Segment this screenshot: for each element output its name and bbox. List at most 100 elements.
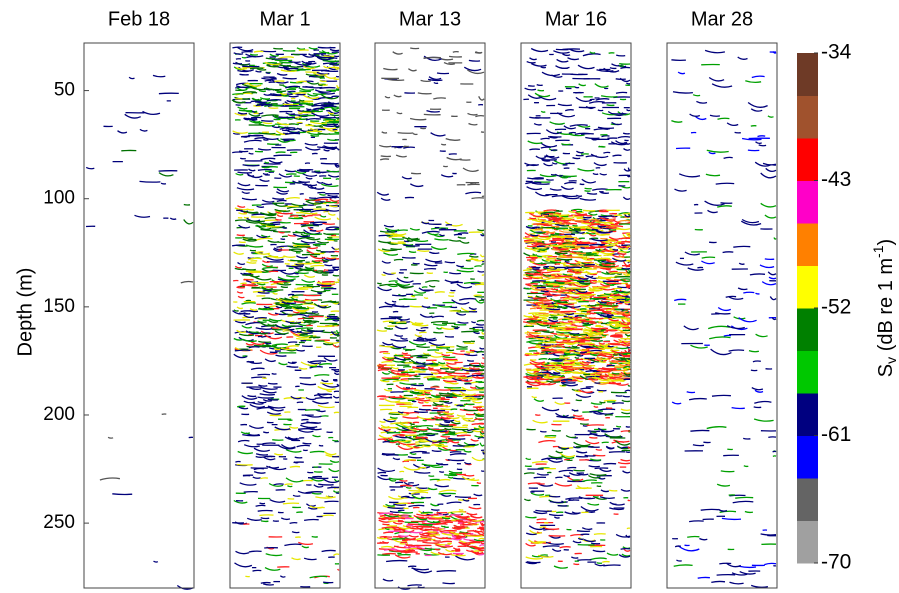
echo-trace — [248, 396, 257, 397]
echo-trace — [279, 117, 296, 118]
echo-trace — [530, 267, 540, 268]
echo-trace — [532, 396, 537, 397]
echo-trace — [594, 129, 608, 130]
echo-trace — [708, 326, 730, 328]
echo-trace — [755, 390, 763, 392]
echo-trace — [607, 553, 618, 555]
echo-trace — [326, 229, 337, 230]
echo-trace — [626, 452, 630, 453]
echo-trace — [754, 419, 774, 421]
echo-trace — [583, 210, 595, 211]
echo-trace — [304, 558, 317, 559]
echo-trace — [554, 566, 568, 568]
echo-trace — [297, 48, 305, 49]
panel-frame — [667, 43, 777, 588]
echo-trace — [268, 399, 278, 400]
echo-trace — [482, 523, 484, 525]
echo-trace — [460, 241, 469, 243]
echo-trace — [562, 366, 573, 367]
panel-title: Mar 13 — [399, 8, 461, 30]
echo-trace — [556, 365, 562, 366]
echo-trace — [603, 152, 610, 153]
echo-trace — [422, 306, 430, 307]
echo-trace — [407, 407, 418, 408]
echo-trace — [615, 309, 621, 310]
echo-trace — [447, 158, 462, 160]
echo-trace — [463, 168, 479, 171]
label-close: ) — [875, 239, 897, 246]
echo-trace — [621, 431, 630, 432]
echo-trace — [619, 65, 624, 66]
echo-trace — [621, 489, 630, 491]
echo-trace — [562, 382, 575, 383]
echo-trace — [538, 441, 555, 443]
echo-trace — [249, 426, 263, 429]
echo-trace — [246, 343, 254, 345]
echo-trace — [609, 323, 619, 324]
echo-trace — [306, 131, 322, 132]
echo-trace — [408, 585, 422, 586]
echo-trace — [319, 364, 332, 365]
echo-trace — [574, 442, 591, 445]
echo-trace — [232, 94, 243, 95]
echo-trace — [281, 518, 290, 520]
echo-trace — [456, 556, 475, 560]
echo-trace — [622, 187, 630, 188]
echo-trace — [322, 550, 336, 551]
echo-trace — [601, 96, 617, 97]
echo-trace — [275, 60, 293, 61]
echo-trace — [440, 541, 452, 542]
echo-trace — [265, 162, 269, 163]
echo-trace — [240, 283, 246, 284]
echo-trace — [422, 287, 427, 288]
echo-trace — [384, 328, 390, 329]
echo-trace — [598, 110, 603, 111]
echo-trace — [383, 253, 398, 256]
echo-trace — [530, 262, 534, 263]
echo-trace — [337, 340, 340, 341]
echo-trace — [569, 132, 576, 133]
echo-trace — [409, 550, 414, 551]
echo-trace — [745, 81, 761, 83]
echo-trace — [464, 462, 471, 463]
echo-trace — [334, 391, 339, 392]
echo-trace — [748, 103, 768, 108]
echo-trace — [595, 84, 609, 88]
echo-trace — [481, 471, 484, 472]
echo-trace — [709, 152, 716, 153]
echo-trace — [272, 198, 284, 199]
echo-trace — [465, 192, 481, 194]
label-text: (dB re 1 m — [875, 258, 897, 357]
echo-trace — [464, 354, 477, 355]
echo-trace — [333, 275, 339, 276]
echo-trace — [555, 477, 562, 478]
echo-trace — [591, 328, 600, 329]
echo-trace — [742, 220, 759, 223]
echo-trace — [410, 423, 415, 424]
echo-trace — [262, 200, 274, 202]
colorbar-tick-label: -52 — [821, 296, 851, 319]
echo-trace — [565, 110, 574, 111]
echo-trace — [276, 304, 290, 305]
echo-trace — [628, 168, 630, 171]
echo-trace — [240, 483, 257, 485]
echo-trace — [578, 255, 583, 256]
echo-trace — [410, 453, 417, 455]
echo-trace — [526, 557, 543, 559]
echo-trace — [575, 357, 579, 358]
echo-trace — [235, 563, 252, 567]
echo-trace — [256, 457, 264, 458]
echo-trace — [701, 261, 714, 264]
echo-trace — [469, 60, 480, 61]
echo-trace — [296, 256, 307, 258]
echo-trace — [457, 346, 468, 348]
echo-trace — [290, 466, 300, 467]
echo-trace — [315, 245, 321, 246]
echo-trace — [318, 484, 333, 485]
echo-trace — [479, 538, 485, 539]
echo-trace — [616, 141, 628, 144]
echo-trace — [535, 314, 550, 316]
echo-trace — [573, 470, 584, 471]
echo-trace — [675, 189, 687, 191]
echo-trace — [398, 512, 413, 513]
